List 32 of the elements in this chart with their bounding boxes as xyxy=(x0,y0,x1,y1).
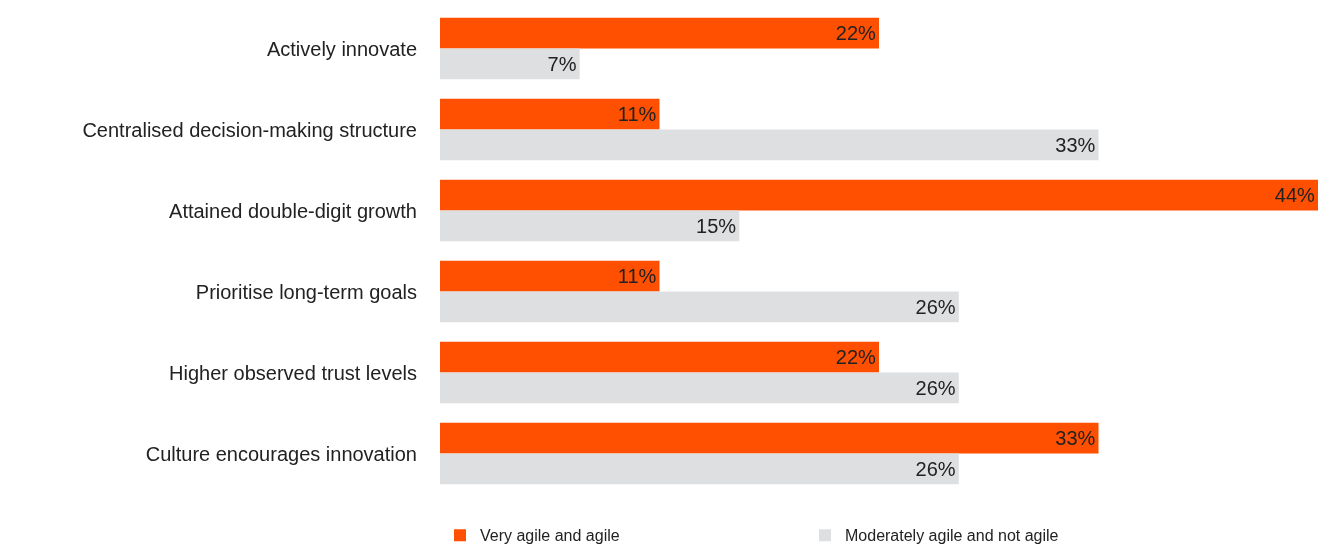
data-label: 44% xyxy=(1274,184,1315,207)
y-tick-label: Centralised decision-making structure xyxy=(82,118,417,141)
bar xyxy=(440,453,959,485)
bar xyxy=(440,422,1099,454)
data-label: 11% xyxy=(617,265,657,288)
bar xyxy=(440,341,879,373)
bar xyxy=(440,48,580,80)
bar xyxy=(440,129,1099,161)
data-label: 33% xyxy=(1055,427,1096,450)
y-tick-label: Prioritise long-term goals xyxy=(195,280,417,303)
y-tick-label: Actively innovate xyxy=(266,37,417,60)
data-label: 22% xyxy=(835,346,876,369)
bar xyxy=(440,179,1318,211)
y-tick-label: Culture encourages innovation xyxy=(145,442,417,465)
data-label: 22% xyxy=(835,22,876,45)
data-label: 11% xyxy=(617,103,657,126)
bar xyxy=(440,291,959,323)
y-tick-label: Attained double-digit growth xyxy=(169,199,417,222)
legend-label: Moderately agile and not agile xyxy=(845,527,1059,545)
bar xyxy=(440,260,660,292)
data-label: 33% xyxy=(1055,133,1096,156)
y-tick-label: Higher observed trust levels xyxy=(169,361,417,384)
bar xyxy=(440,98,660,130)
bar xyxy=(440,17,879,49)
bar xyxy=(440,210,740,242)
data-label: 15% xyxy=(696,214,737,237)
data-label: 26% xyxy=(915,457,956,480)
data-label: 7% xyxy=(547,52,577,75)
legend-label: Very agile and agile xyxy=(480,527,620,545)
data-label: 26% xyxy=(915,295,956,318)
bar xyxy=(440,372,959,404)
data-label: 26% xyxy=(915,376,956,399)
